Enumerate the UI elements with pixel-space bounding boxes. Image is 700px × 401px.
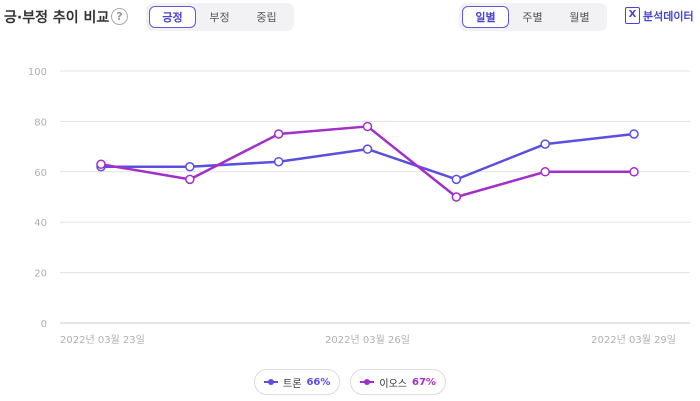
legend-marker-icon	[360, 378, 375, 386]
data-point	[273, 156, 284, 167]
data-point	[185, 162, 195, 172]
legend-series-share: 67%	[412, 376, 436, 388]
tab-sentiment-2[interactable]: 중립	[256, 11, 277, 24]
legend-series-name: 트론	[283, 378, 302, 390]
chart-title: 긍·부정 추이 비교	[4, 10, 110, 26]
y-tick-label: 0	[41, 319, 47, 330]
data-point	[96, 159, 106, 169]
data-point	[629, 167, 639, 177]
legend-item[interactable]: 이오스 67%	[350, 369, 446, 395]
chart-legend: 트론 66% 이오스 67%	[0, 369, 700, 395]
legend-series-share: 66%	[306, 376, 331, 388]
data-point	[362, 144, 373, 154]
legend-series-name: 이오스	[379, 378, 407, 390]
legend-marker-icon	[264, 378, 279, 386]
data-point	[185, 174, 195, 185]
y-tick-label: 40	[34, 218, 47, 229]
data-point	[540, 167, 550, 177]
export-data-label: 분석데이터	[643, 9, 694, 23]
data-point	[451, 192, 462, 202]
data-point	[273, 129, 284, 139]
question-circle-icon[interactable]: ?	[111, 8, 128, 25]
x-tick-label: 2022년 03월 23일	[60, 334, 145, 346]
y-tick-label: 80	[34, 117, 47, 128]
data-point	[629, 129, 639, 139]
y-tick-label: 60	[34, 168, 47, 179]
sentiment-tab-group: 긍정 부정 중립	[146, 3, 294, 31]
tab-sentiment-0[interactable]: 긍정	[149, 6, 196, 28]
x-tick-label: 2022년 03월 26일	[325, 334, 410, 346]
tab-sentiment-1[interactable]: 부정	[209, 11, 230, 24]
series-line	[100, 125, 634, 199]
line-chart: 0 20 40 60 80 100 2022년 03월 23일 2022년 03월 26일 20…	[28, 67, 690, 346]
tab-period-2[interactable]: 월별	[569, 11, 590, 24]
excel-icon: X	[625, 7, 640, 24]
export-data-button[interactable]: X 분석데이터	[625, 7, 694, 24]
y-tick-label: 100	[28, 67, 47, 78]
data-point	[362, 121, 373, 132]
period-tab-group: 일별 주별 월별	[459, 3, 607, 31]
tab-period-1[interactable]: 주별	[522, 11, 543, 24]
data-point	[540, 139, 550, 149]
data-point	[451, 174, 462, 185]
y-tick-label: 20	[34, 269, 47, 280]
x-tick-label: 2022년 03월 29일	[591, 334, 676, 346]
legend-item[interactable]: 트론 66%	[254, 369, 341, 395]
tab-period-0[interactable]: 일별	[462, 6, 509, 28]
